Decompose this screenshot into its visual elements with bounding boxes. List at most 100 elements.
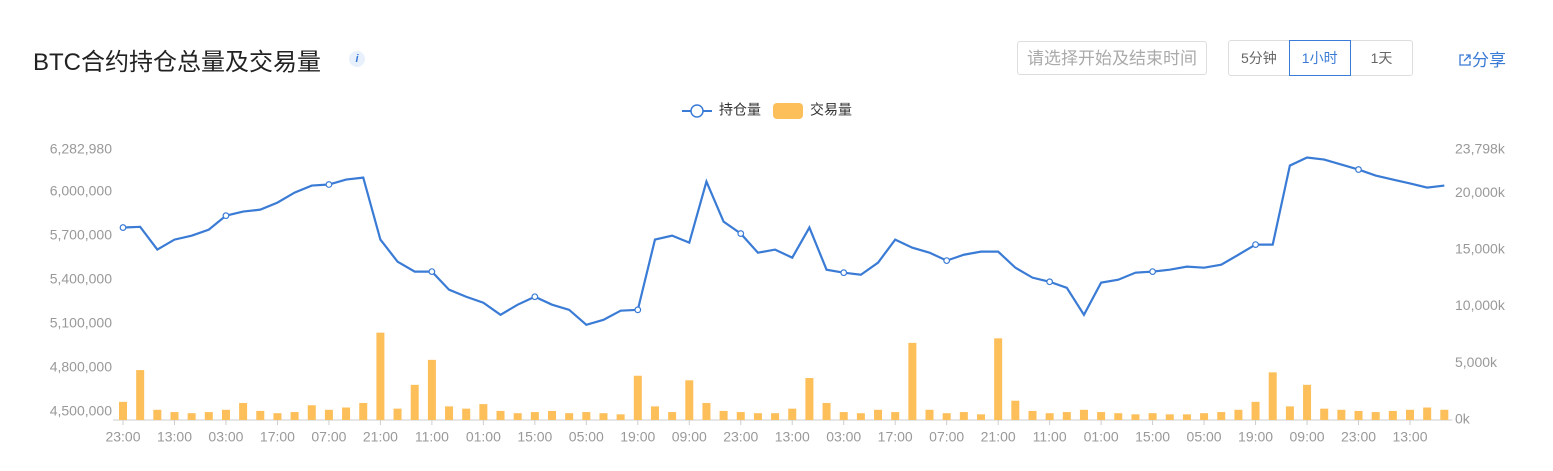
x-tick-label: 15:00 <box>1135 429 1170 445</box>
volume-bar <box>565 413 574 420</box>
volume-bar <box>1165 414 1174 420</box>
volume-bar <box>187 413 196 420</box>
volume-bar <box>530 412 539 420</box>
volume-bar <box>805 378 814 420</box>
volume-bar <box>1285 406 1294 420</box>
x-tick-label: 05:00 <box>569 429 604 445</box>
volume-bar <box>753 413 762 420</box>
volume-bar <box>702 402 711 420</box>
volume-bar <box>736 412 745 420</box>
volume-bar <box>1268 372 1277 420</box>
volume-bar <box>376 332 385 420</box>
x-tick-label: 05:00 <box>1187 429 1222 445</box>
volume-bar <box>616 414 625 420</box>
volume-bar <box>548 410 556 420</box>
volume-bar <box>393 408 402 420</box>
y-tick-label: 4,500,000 <box>50 403 112 419</box>
interval-button[interactable]: 1小时 <box>1288 40 1351 76</box>
volume-bar <box>1131 414 1140 420</box>
x-tick-label: 21:00 <box>363 429 398 445</box>
open-interest-line <box>122 156 1445 327</box>
volume-bar <box>1148 413 1157 420</box>
volume-bar <box>977 414 985 420</box>
y2-tick-label: 10,000k <box>1455 297 1506 313</box>
line-marker <box>840 269 848 277</box>
volume-bar <box>839 412 848 420</box>
volume-bar <box>942 413 951 420</box>
x-tick-label: 21:00 <box>981 429 1016 445</box>
share-button[interactable]: 分享 <box>1458 46 1506 71</box>
date-range-input[interactable]: 请选择开始及结束时间 <box>1017 41 1207 75</box>
interval-button[interactable]: 5分钟 <box>1228 40 1290 76</box>
volume-bar <box>136 370 145 420</box>
x-tick-label: 07:00 <box>311 429 346 445</box>
line-marker <box>1149 268 1156 276</box>
y-tick-label: 6,000,000 <box>50 182 112 198</box>
volume-bar <box>719 410 728 420</box>
y-tick-label: 5,100,000 <box>50 314 112 330</box>
volume-bar <box>342 407 351 420</box>
y-tick-label: 5,400,000 <box>50 270 112 286</box>
legend-label: 持仓量 <box>719 102 761 118</box>
legend-swatch <box>773 103 803 119</box>
volume-bar <box>1440 409 1449 420</box>
interval-buttons: 5分钟 1小时 1天 <box>1228 40 1414 76</box>
volume-bar <box>1200 413 1209 420</box>
volume-bar <box>479 404 488 420</box>
share-label: 分享 <box>1472 51 1506 70</box>
volume-bar <box>1062 412 1071 420</box>
y2-tick-label: 23,798k <box>1455 141 1506 157</box>
x-tick-label: 11:00 <box>1033 429 1067 445</box>
volume-bar <box>204 412 213 420</box>
volume-bar <box>822 402 831 420</box>
line-marker <box>222 212 230 220</box>
volume-bar <box>256 410 265 420</box>
volume-bar <box>788 408 797 420</box>
x-tick-label: 13:00 <box>157 429 192 445</box>
y-tick-label: 5,700,000 <box>50 226 112 242</box>
y2-tick-label: 15,000k <box>1455 241 1506 257</box>
x-tick-label: 01:00 <box>466 429 501 445</box>
line-marker <box>119 224 127 231</box>
x-tick-label: 23:00 <box>1341 429 1376 445</box>
interval-button[interactable]: 1天 <box>1349 40 1414 76</box>
legend-label: 交易量 <box>810 102 852 118</box>
x-tick-label: 07:00 <box>929 429 964 445</box>
x-tick-label: 09:00 <box>672 429 707 445</box>
volume-bar <box>1011 400 1020 420</box>
volume-bar <box>1028 410 1037 420</box>
volume-bar <box>1251 401 1260 420</box>
volume-bar <box>1114 413 1123 420</box>
volume-bar <box>1337 409 1346 420</box>
volume-bar <box>1045 413 1054 420</box>
x-tick-label: 03:00 <box>826 429 861 445</box>
volume-bar <box>1182 414 1191 420</box>
x-tick-label: 23:00 <box>723 429 758 445</box>
x-tick-label: 17:00 <box>260 429 295 445</box>
info-icon[interactable]: i <box>349 51 365 67</box>
line-marker <box>737 230 745 237</box>
volume-bar <box>513 413 522 420</box>
volume-bar <box>1423 407 1432 420</box>
volume-bar <box>994 338 1003 420</box>
volume-bar <box>771 413 780 420</box>
x-tick-label: 03:00 <box>208 429 243 445</box>
volume-bar <box>599 413 608 420</box>
line-marker <box>428 268 436 276</box>
x-tick-label: 13:00 <box>775 429 810 445</box>
volume-bar <box>462 408 471 420</box>
volume-bar <box>324 409 333 420</box>
y2-tick-label: 20,000k <box>1455 184 1506 200</box>
volume-bar <box>1079 409 1088 420</box>
volume-bar <box>856 413 865 420</box>
y-tick-label: 6,282,980 <box>50 141 112 157</box>
volume-bar <box>1406 409 1414 420</box>
volume-bar <box>153 409 162 420</box>
volume-bar <box>445 406 454 420</box>
volume-bar <box>668 412 677 420</box>
volume-bar <box>925 409 934 420</box>
volume-bar <box>410 384 419 420</box>
legend-marker <box>690 104 704 118</box>
volume-bar <box>1234 409 1243 420</box>
